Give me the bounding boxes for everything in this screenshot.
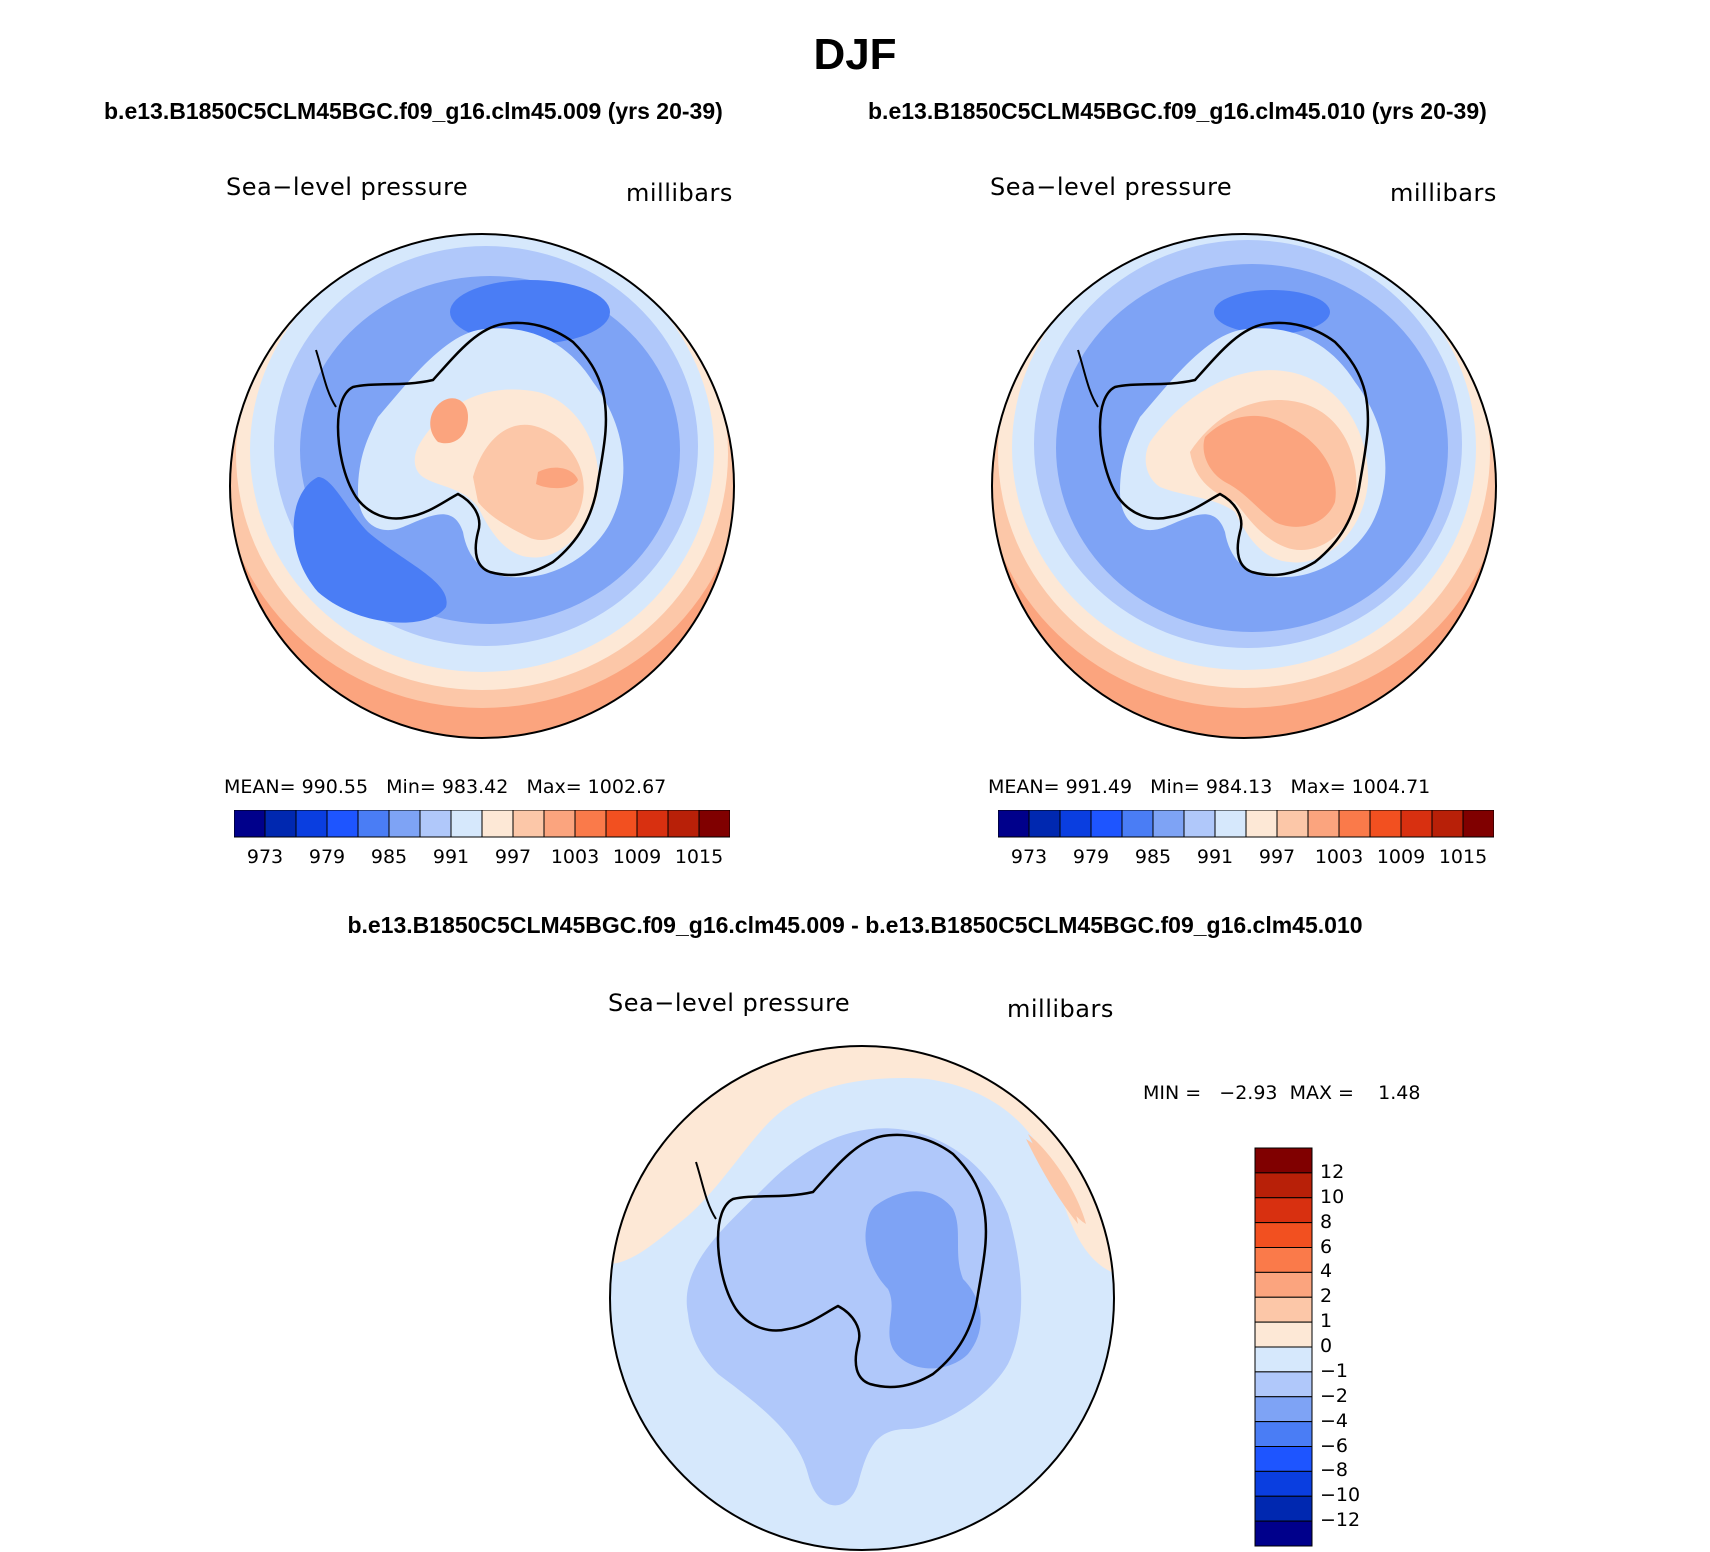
colorbar-cell — [481, 810, 514, 838]
case-title-left: b.e13.B1850C5CLM45BGC.f09_g16.clm45.009 … — [104, 98, 723, 124]
colorbar-cell — [1254, 1147, 1313, 1174]
colorbar-tick-label: 973 — [1010, 846, 1048, 868]
colorbar-cell — [512, 810, 545, 838]
colorbar-cell — [357, 810, 390, 838]
colorbar-cell — [1462, 810, 1494, 838]
colorbar-tick-label: −6 — [1320, 1434, 1349, 1457]
colorbar-cell — [326, 810, 359, 838]
slp-difference-map — [609, 1045, 1115, 1551]
case-title-right: b.e13.B1850C5CLM45BGC.f09_g16.clm45.010 … — [868, 98, 1487, 124]
panel2-stats: MEAN= 991.49 Min= 984.13 Max= 1004.71 — [988, 776, 1431, 798]
colorbar-tick-label: 991 — [432, 846, 470, 868]
colorbar-cell — [1254, 1296, 1313, 1323]
diff-stats: MIN = −2.93 MAX = 1.48 — [1143, 1082, 1421, 1104]
colorbar-tick-label: 985 — [370, 846, 408, 868]
colorbar-cell — [1245, 810, 1278, 838]
colorbar-cell — [1276, 810, 1309, 838]
colorbar-tick-label: 1 — [1320, 1310, 1333, 1333]
panel2-variable-label: Sea−level pressure — [990, 173, 1233, 201]
slp-map-case-009 — [229, 233, 735, 739]
colorbar-cell — [264, 810, 297, 838]
colorbar-cell — [1059, 810, 1092, 838]
panel1-variable-label: Sea−level pressure — [226, 173, 469, 201]
difference-title: b.e13.B1850C5CLM45BGC.f09_g16.clm45.009 … — [347, 912, 1363, 938]
colorbar-cell — [1028, 810, 1061, 838]
colorbar-tick-label: 1015 — [1438, 846, 1488, 868]
colorbar-cell — [1183, 810, 1216, 838]
colorbar-cell — [1254, 1396, 1313, 1423]
colorbar-cell — [1254, 1197, 1313, 1224]
colorbar-cell — [1152, 810, 1185, 838]
colorbar-cell — [1254, 1371, 1313, 1398]
colorbar-cell — [574, 810, 607, 838]
colorbar-cell — [1431, 810, 1464, 838]
diff-variable-label: Sea−level pressure — [608, 989, 851, 1017]
colorbar-tick-label: −8 — [1320, 1459, 1349, 1482]
colorbar-tick-label: 0 — [1320, 1335, 1333, 1357]
colorbar-tick-label: 979 — [308, 846, 346, 868]
colorbar-cell — [636, 810, 669, 838]
slp-map-case-010 — [991, 233, 1497, 739]
colorbar-cell — [234, 810, 266, 838]
colorbar-tick-label: 10 — [1320, 1185, 1345, 1208]
colorbar-tick-label: −2 — [1320, 1384, 1349, 1407]
colorbar-cell — [1254, 1520, 1313, 1547]
colorbar-tick-label: 1009 — [612, 846, 662, 868]
colorbar-tick-label: 1003 — [1314, 846, 1364, 868]
colorbar-cell — [1369, 810, 1402, 838]
colorbar-cell — [605, 810, 638, 838]
colorbar-cell — [1307, 810, 1340, 838]
colorbar-case-009 — [234, 810, 730, 838]
colorbar-tick-label: 4 — [1320, 1260, 1333, 1283]
colorbar-cell — [1254, 1222, 1313, 1248]
colorbar-tick-label: 2 — [1320, 1285, 1333, 1308]
panel2-units-label: millibars — [1390, 179, 1497, 207]
colorbar-cell — [667, 810, 700, 838]
panel1-units-label: millibars — [626, 179, 733, 207]
colorbar-tick-label: −1 — [1320, 1359, 1349, 1382]
colorbar-tick-label: 997 — [1258, 846, 1296, 868]
colorbar-tick-label: 979 — [1072, 846, 1110, 868]
colorbar-cell — [698, 810, 730, 838]
colorbar-cell — [1254, 1271, 1313, 1298]
colorbar-cell — [543, 810, 576, 838]
colorbar-tick-label: 12 — [1320, 1160, 1345, 1183]
colorbar-cell — [1254, 1172, 1313, 1199]
colorbar-tick-label: 1015 — [674, 846, 724, 868]
colorbar-cell — [1400, 810, 1433, 838]
colorbar-tick-label: 991 — [1196, 846, 1234, 868]
colorbar-cell — [1121, 810, 1154, 838]
colorbar-cell — [1254, 1495, 1313, 1522]
colorbar-tick-label: 1009 — [1376, 846, 1426, 868]
main-title: DJF — [813, 30, 897, 79]
diff-units-label: millibars — [1007, 995, 1114, 1023]
colorbar-cell — [388, 810, 421, 838]
colorbar-tick-label: 6 — [1320, 1235, 1333, 1258]
colorbar-cell — [1254, 1346, 1313, 1373]
colorbar-cell — [998, 810, 1030, 838]
colorbar-tick-label: −4 — [1320, 1409, 1349, 1432]
colorbar-cell — [1254, 1470, 1313, 1497]
colorbar-cell — [450, 810, 483, 838]
colorbar-cell — [1214, 810, 1247, 838]
colorbar-cell — [1254, 1446, 1313, 1472]
colorbar-tick-label: −10 — [1320, 1484, 1361, 1507]
colorbar-cell — [419, 810, 452, 838]
colorbar-cell — [1254, 1321, 1313, 1348]
colorbar-tick-label: −12 — [1320, 1509, 1361, 1532]
colorbar-cell — [1254, 1247, 1313, 1273]
colorbar-tick-label: 1003 — [550, 846, 600, 868]
colorbar-tick-label: 985 — [1134, 846, 1172, 868]
colorbar-difference — [1254, 1147, 1313, 1547]
panel1-stats: MEAN= 990.55 Min= 983.42 Max= 1002.67 — [224, 776, 667, 798]
colorbar-cell — [1338, 810, 1371, 838]
colorbar-tick-label: 973 — [246, 846, 284, 868]
colorbar-cell — [1254, 1421, 1313, 1447]
colorbar-case-010 — [998, 810, 1494, 838]
colorbar-cell — [295, 810, 328, 838]
colorbar-cell — [1090, 810, 1123, 838]
colorbar-tick-label: 997 — [494, 846, 532, 868]
colorbar-tick-label: 8 — [1320, 1210, 1333, 1233]
